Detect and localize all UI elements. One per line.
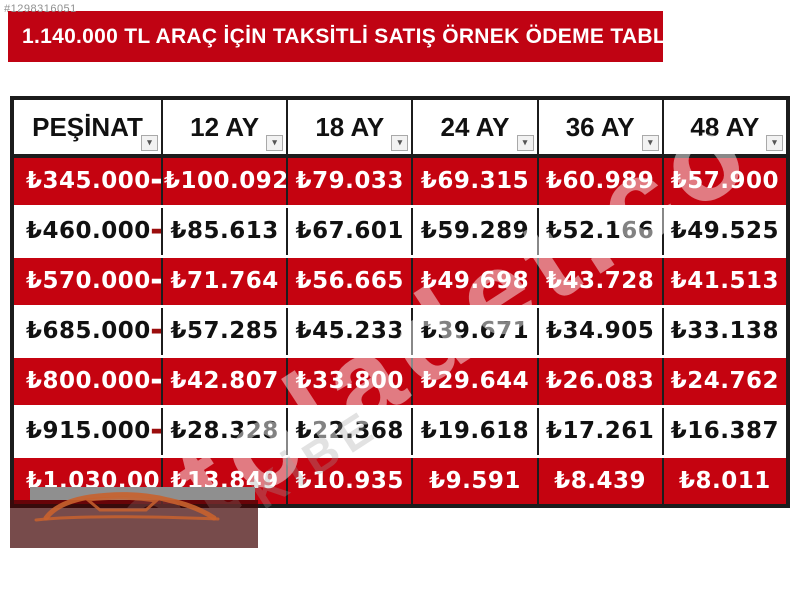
payment-cell: ₺17.261: [536, 404, 663, 458]
column-header-label: 12 AY: [190, 111, 260, 142]
payment-cell: ₺16.387: [661, 404, 788, 458]
payment-cell: ₺24.762: [661, 354, 788, 408]
right-arrow-icon: ➡: [151, 221, 162, 241]
pesinat-cell: ₺570.000➡: [12, 254, 162, 308]
payment-cell: ₺49.525: [661, 204, 788, 258]
payment-cell: ₺22.368: [286, 404, 413, 458]
pesinat-value: ₺685.000: [26, 318, 151, 344]
payment-cell: ₺45.233: [286, 304, 413, 358]
right-arrow-icon: ➡: [151, 171, 162, 191]
filter-dropdown-icon[interactable]: ▾: [641, 135, 659, 151]
payment-cell: ₺41.513: [661, 254, 788, 308]
column-header-label: 36 AY: [565, 111, 635, 142]
filter-dropdown-icon[interactable]: ▾: [516, 135, 534, 151]
right-arrow-icon: ➡: [151, 371, 162, 391]
right-arrow-icon: ➡: [151, 271, 162, 291]
payment-cell: ₺26.083: [536, 354, 663, 408]
pesinat-cell: ₺800.000➡: [12, 354, 162, 408]
table-row: ₺345.000➡₺100.092₺79.033₺69.315₺60.989₺5…: [12, 154, 788, 208]
column-header-24-ay: 24 AY ▾: [411, 98, 538, 158]
column-header-label: 24 AY: [440, 111, 510, 142]
pesinat-cell: ₺915.000➡: [12, 404, 162, 458]
column-header-18-ay: 18 AY ▾: [286, 98, 413, 158]
payment-cell: ₺71.764: [160, 254, 288, 308]
payment-cell: ₺19.618: [411, 404, 538, 458]
payment-cell: ₺85.613: [160, 204, 288, 258]
pesinat-value: ₺460.000: [26, 218, 151, 244]
payment-cell: ₺29.644: [411, 354, 538, 408]
payment-cell: ₺49.698: [411, 254, 538, 308]
payment-cell: ₺10.935: [286, 454, 413, 508]
payment-cell: ₺57.900: [661, 154, 788, 208]
filter-dropdown-icon[interactable]: ▾: [766, 135, 783, 151]
payment-cell: ₺28.328: [160, 404, 288, 458]
table-row: ₺1.030.000➡₺13.849₺10.935₺9.591₺8.439₺8.…: [12, 454, 788, 508]
photo-id-watermark: #1298316051: [4, 3, 77, 15]
payment-cell: ₺67.601: [286, 204, 413, 258]
filter-dropdown-icon[interactable]: ▾: [391, 135, 409, 151]
table-row: ₺915.000➡₺28.328₺22.368₺19.618₺17.261₺16…: [12, 404, 788, 458]
column-header-label: 18 AY: [315, 111, 385, 142]
table-row: ₺570.000➡₺71.764₺56.665₺49.698₺43.728₺41…: [12, 254, 788, 308]
payment-table: PEŞİNAT ▾ 12 AY ▾ 18 AY ▾ 24 AY ▾ 36 AY ▾ 48 AY ▾ ₺…: [10, 96, 790, 508]
column-header-peşi̇nat: PEŞİNAT ▾: [12, 98, 162, 158]
title-banner: 1.140.000 TL ARAÇ İÇİN TAKSİTLİ SATIŞ ÖR…: [8, 11, 712, 62]
payment-cell: ₺79.033: [286, 154, 413, 208]
payment-cell: ₺57.285: [160, 304, 288, 358]
payment-cell: ₺56.665: [286, 254, 413, 308]
column-header-12-ay: 12 AY ▾: [160, 98, 288, 158]
seller-logo-bar: [30, 487, 255, 500]
column-header-36-ay: 36 AY ▾: [536, 98, 663, 158]
table-row: ₺685.000➡₺57.285₺45.233₺39.671₺34.905₺33…: [12, 304, 788, 358]
right-arrow-icon: ➡: [151, 421, 162, 441]
payment-cell: ₺43.728: [536, 254, 663, 308]
payment-cell: ₺52.166: [536, 204, 663, 258]
payment-cell: ₺33.800: [286, 354, 413, 408]
payment-cell: ₺60.989: [536, 154, 663, 208]
table-row: ₺460.000➡₺85.613₺67.601₺59.289₺52.166₺49…: [12, 204, 788, 258]
payment-cell: ₺33.138: [661, 304, 788, 358]
pesinat-value: ₺345.000: [26, 168, 151, 195]
payment-cell: ₺39.671: [411, 304, 538, 358]
payment-table-wrapper: PEŞİNAT ▾ 12 AY ▾ 18 AY ▾ 24 AY ▾ 36 AY ▾ 48 AY ▾ ₺…: [10, 96, 790, 508]
pesinat-value: ₺800.000: [26, 368, 151, 394]
right-arrow-icon: ➡: [151, 321, 162, 341]
page-title: 1.140.000 TL ARAÇ İÇİN TAKSİTLİ SATIŞ ÖR…: [22, 24, 713, 48]
filter-dropdown-icon[interactable]: ▾: [141, 135, 158, 151]
column-header-48-ay: 48 AY ▾: [661, 98, 788, 158]
payment-cell: ₺59.289: [411, 204, 538, 258]
pesinat-value: ₺570.000: [26, 268, 151, 294]
payment-cell: ₺100.092: [160, 154, 288, 208]
column-header-label: PEŞİNAT: [32, 111, 143, 142]
payment-cell: ₺69.315: [411, 154, 538, 208]
header-row: PEŞİNAT ▾ 12 AY ▾ 18 AY ▾ 24 AY ▾ 36 AY ▾ 48 AY ▾: [12, 98, 788, 158]
filter-dropdown-icon[interactable]: ▾: [266, 135, 284, 151]
pesinat-cell: ₺460.000➡: [12, 204, 162, 258]
payment-cell: ₺8.439: [536, 454, 663, 508]
payment-cell: ₺9.591: [411, 454, 538, 508]
pesinat-value: ₺915.000: [26, 418, 151, 444]
payment-cell: ₺42.807: [160, 354, 288, 408]
table-row: ₺800.000➡₺42.807₺33.800₺29.644₺26.083₺24…: [12, 354, 788, 408]
payment-cell: ₺8.011: [661, 454, 788, 508]
pesinat-cell: ₺345.000➡: [12, 154, 162, 208]
column-header-label: 48 AY: [690, 111, 760, 142]
pesinat-cell: ₺685.000➡: [12, 304, 162, 358]
payment-cell: ₺34.905: [536, 304, 663, 358]
